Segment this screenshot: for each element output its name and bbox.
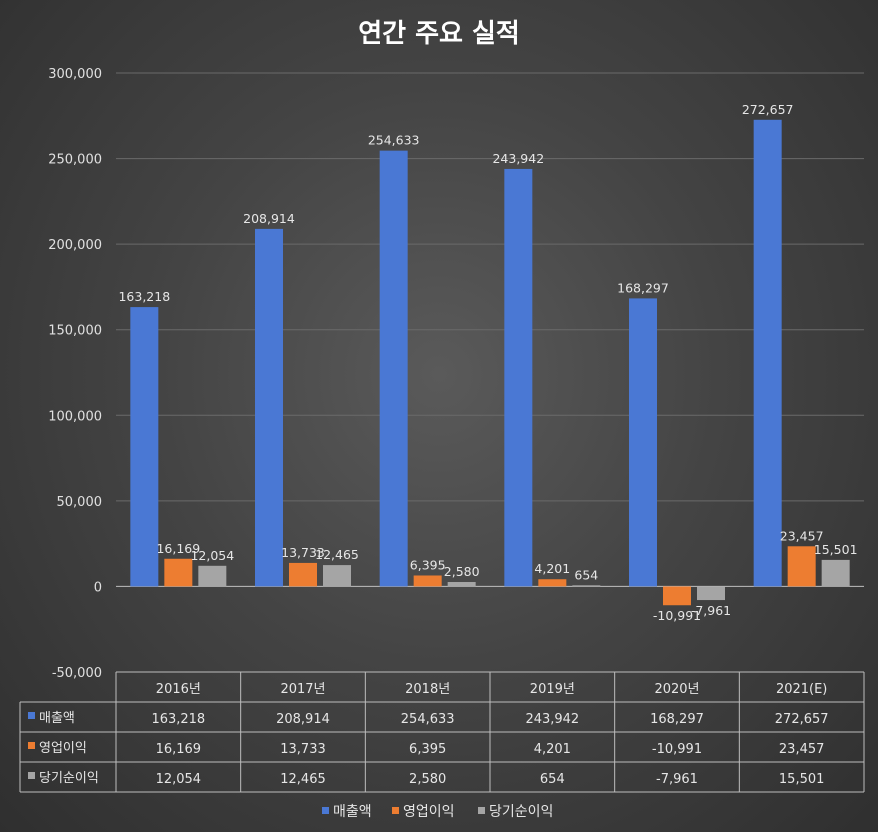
table-cell: -10,991 [652, 742, 702, 757]
y-axis-ticks: 300,000 250,000 200,000 150,000 100,000 50,00… [48, 67, 102, 681]
table-row-label: 매출액 [39, 711, 75, 726]
table-header-cell: 2016년 [156, 682, 201, 697]
data-label: 16,169 [156, 541, 200, 556]
bar-1-3 [538, 579, 567, 587]
y-tick-label: -50,000 [52, 666, 102, 681]
bar-0-4 [629, 298, 657, 587]
table-cell: 12,054 [156, 772, 202, 787]
bar-0-2 [379, 150, 408, 587]
data-label: 12,465 [315, 547, 359, 562]
table-cell: 15,501 [779, 772, 825, 787]
data-label: 168,297 [617, 280, 669, 295]
y-tick-label: 150,000 [48, 324, 102, 339]
legend-label: 매출액 [333, 804, 372, 820]
data-label: 4,201 [534, 561, 570, 576]
data-label: -7,961 [691, 603, 731, 618]
bar-2-0 [198, 565, 227, 587]
table-header-cell: 2018년 [405, 682, 450, 697]
bar-0-1 [255, 228, 283, 587]
table-header-cell: 2019년 [530, 682, 575, 697]
data-label: 15,501 [814, 542, 858, 557]
legend-label: 당기순이익 [489, 804, 553, 820]
table-cell: 6,395 [409, 742, 446, 757]
data-label: 208,914 [243, 211, 295, 226]
data-table: 2016년 2017년 2018년 2019년 2020년 2021(E) 매출액 163,2… [19, 671, 865, 793]
data-label: 2,580 [444, 564, 480, 579]
data-label: 12,054 [190, 548, 234, 563]
table-cell: 208,914 [276, 712, 330, 727]
bar-1-1 [289, 562, 317, 587]
data-label: 654 [574, 567, 598, 582]
table-header-cell: 2021(E) [776, 682, 827, 697]
series-swatch [28, 772, 35, 779]
table-row-label: 당기순이익 [39, 771, 99, 786]
y-tick-label: 250,000 [48, 153, 102, 168]
data-label: -10,991 [653, 608, 701, 623]
table-cell: 254,633 [401, 712, 455, 727]
chart-title: 연간 주요 실적 [358, 19, 520, 49]
table-cell: 12,465 [280, 772, 326, 787]
table-cell: 4,201 [534, 742, 571, 757]
data-label: 243,942 [492, 151, 544, 166]
bar-2-3 [572, 585, 601, 587]
table-cell: 168,297 [650, 712, 704, 727]
table-header-cell: 2020년 [654, 682, 699, 697]
data-label: 163,218 [118, 289, 170, 304]
bar-1-4 [663, 586, 691, 606]
legend: 매출액 영업이익 당기순이익 [322, 804, 553, 820]
y-tick-label: 200,000 [48, 238, 102, 253]
table-cell: 654 [540, 772, 565, 787]
bar-0-3 [504, 168, 533, 587]
data-label: 272,657 [742, 102, 794, 117]
data-labels-layer: 163,218 208,914 254,633 243,942 168,297 272,6… [118, 102, 857, 623]
table-cell: 16,169 [156, 742, 202, 757]
table-cell: 2,580 [409, 772, 446, 787]
grid-layer [116, 72, 864, 587]
data-label: 23,457 [780, 528, 824, 543]
bar-0-0 [130, 307, 159, 587]
data-label: 254,633 [368, 133, 420, 148]
legend-swatch [322, 807, 329, 814]
data-label: 6,395 [410, 557, 446, 572]
table-cell: 163,218 [151, 712, 205, 727]
table-cell: 243,942 [525, 712, 579, 727]
bar-1-5 [787, 546, 816, 587]
y-tick-label: 100,000 [48, 409, 102, 424]
bars-layer [130, 119, 850, 606]
y-tick-label: 0 [94, 580, 102, 595]
bar-0-5 [753, 119, 782, 587]
y-tick-label: 300,000 [48, 67, 102, 82]
table-row-label: 영업이익 [39, 741, 87, 756]
bar-2-1 [323, 565, 351, 587]
y-tick-label: 50,000 [57, 495, 103, 510]
table-cell: 23,457 [779, 742, 825, 757]
table-header-cell: 2017년 [280, 682, 325, 697]
legend-swatch [478, 807, 485, 814]
series-swatch [28, 742, 35, 749]
bar-2-4 [697, 586, 725, 601]
bar-2-2 [447, 582, 476, 587]
legend-swatch [392, 807, 399, 814]
data-label: 13,733 [281, 545, 325, 560]
table-cell: 272,657 [775, 712, 829, 727]
bar-1-0 [164, 558, 193, 587]
table-cell: -7,961 [656, 772, 698, 787]
legend-label: 영업이익 [403, 804, 455, 820]
bar-1-2 [413, 575, 442, 587]
table-cell: 13,733 [280, 742, 326, 757]
series-swatch [28, 712, 35, 719]
bar-2-5 [821, 559, 850, 587]
